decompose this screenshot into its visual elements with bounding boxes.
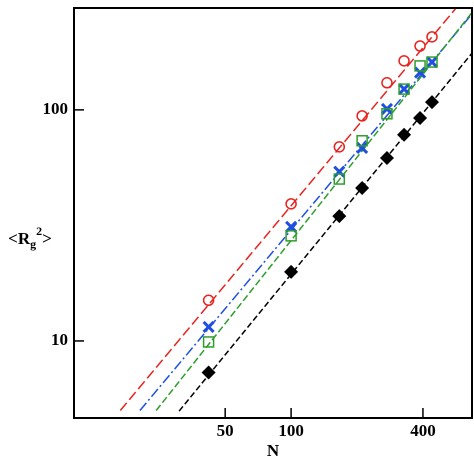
fit-line: [139, 13, 472, 411]
marker-diamond: [284, 264, 299, 279]
marker-cross: [398, 83, 411, 96]
x-axis-label: N: [267, 441, 280, 460]
marker-cross: [356, 141, 369, 155]
marker-circle: [285, 198, 297, 210]
marker-diamond: [379, 151, 394, 166]
marker-square: [356, 135, 368, 147]
marker-cross: [425, 56, 439, 69]
marker-circle: [356, 110, 368, 122]
marker-cross: [333, 165, 346, 178]
marker-circle: [414, 40, 426, 52]
marker-diamond: [413, 111, 428, 126]
marker-circle: [381, 77, 393, 89]
x-tick-label: 400: [410, 421, 436, 440]
marker-diamond: [397, 127, 412, 142]
y-label-open: <R: [8, 229, 31, 248]
marker-circle: [398, 55, 410, 67]
fit-line: [155, 11, 472, 411]
y-label-sup: 2: [36, 224, 42, 238]
marker-circle: [426, 31, 438, 43]
marker-diamond: [425, 95, 440, 110]
y-label-close: >: [42, 229, 52, 248]
marker-diamond: [355, 181, 370, 196]
marker-circle: [202, 294, 215, 307]
marker-square: [398, 83, 410, 95]
plot-area: [119, 8, 472, 412]
marker-square: [426, 56, 438, 68]
marker-diamond: [332, 209, 347, 224]
marker-cross: [413, 66, 427, 79]
y-label-sub: g: [30, 237, 36, 251]
y-tick-label: 10: [51, 330, 68, 349]
marker-diamond: [201, 365, 216, 380]
fit-line: [119, 8, 457, 411]
marker-circle: [333, 141, 346, 153]
x-tick-label: 100: [278, 421, 304, 440]
marker-square: [381, 108, 393, 120]
marker-square: [333, 173, 346, 185]
marker-cross: [202, 320, 215, 333]
x-tick-label: 50: [217, 421, 234, 440]
marker-square: [285, 230, 297, 242]
y-tick-label: 100: [43, 99, 69, 118]
marker-square: [414, 60, 426, 72]
plot-frame: [73, 7, 473, 419]
fit-line: [178, 52, 472, 412]
marker-square: [202, 336, 215, 348]
y-axis-label: <Rg2>: [8, 224, 52, 251]
